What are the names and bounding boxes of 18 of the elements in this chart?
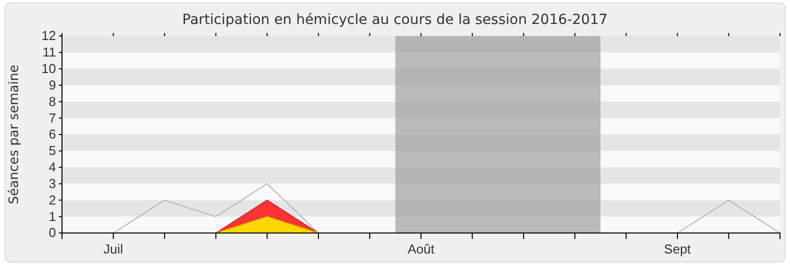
- y-tick-label: 5: [48, 143, 56, 158]
- y-tick-label: 8: [48, 94, 56, 109]
- y-tick-label: 6: [48, 126, 56, 142]
- x-tick-label: Juil: [104, 242, 124, 257]
- y-tick-label: 0: [48, 225, 56, 240]
- x-tick-label: Août: [408, 242, 435, 257]
- y-tick-label: 12: [42, 28, 56, 44]
- chart-title: Participation en hémicycle au cours de la session 2016-2017: [182, 12, 608, 28]
- y-tick-label: 9: [48, 77, 56, 92]
- y-tick-label: 1: [48, 208, 56, 224]
- y-tick-label: 11: [42, 44, 56, 60]
- x-tick-label: Sept: [664, 242, 692, 257]
- y-axis-title: Séances par semaine: [7, 64, 22, 204]
- y-tick-label: 7: [48, 110, 56, 126]
- y-tick-label: 10: [42, 60, 56, 76]
- y-tick-label: 4: [48, 159, 56, 174]
- y-tick-label: 2: [48, 192, 56, 208]
- y-tick-label: 3: [48, 176, 56, 191]
